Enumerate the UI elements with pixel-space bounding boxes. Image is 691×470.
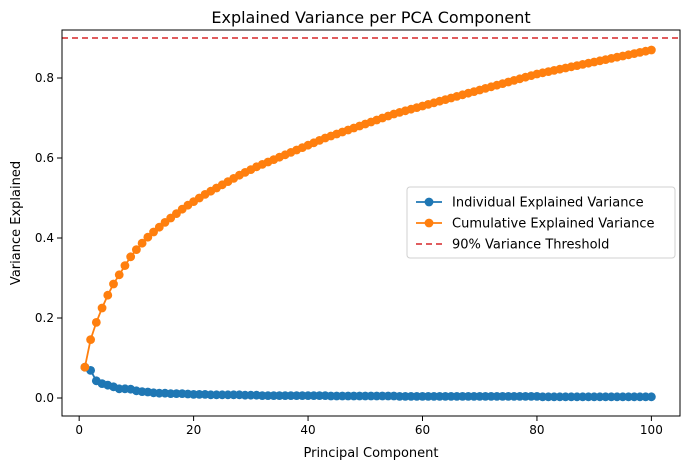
x-tick-label: 60 [415, 423, 430, 437]
y-tick-label: 0.2 [35, 311, 54, 325]
cumulative-series-point [91, 318, 101, 327]
x-axis-label: Principal Component [303, 446, 438, 461]
y-axis-label: Variance Explained [9, 161, 24, 285]
x-tick-label: 40 [300, 423, 315, 437]
cumulative-series-point [103, 290, 113, 300]
y-tick-label: 0.6 [35, 151, 54, 165]
legend-entry-label: Cumulative Explained Variance [452, 217, 654, 232]
y-tick-label: 0.4 [35, 231, 54, 245]
legend: Individual Explained Variance Cumulative … [406, 186, 676, 259]
cumulative-series-point [143, 232, 153, 242]
chart-title: Explained Variance per PCA Component [211, 8, 530, 27]
x-tick-label: 80 [529, 423, 544, 437]
cumulative-series-point [137, 238, 147, 248]
cumulative-series-point [120, 261, 130, 270]
cumulative-series-point [114, 270, 124, 280]
plot-frame [61, 29, 681, 417]
cumulative-series-point [97, 303, 107, 313]
cumulative-series-point [646, 45, 656, 55]
legend-entry-label: 90% Variance Threshold [452, 238, 609, 253]
y-tick-label: 0.8 [35, 71, 54, 85]
cumulative-series-point [109, 279, 118, 289]
legend-marker [424, 218, 434, 228]
x-tick-label: 100 [640, 423, 663, 437]
legend-entry-label: Individual Explained Variance [452, 196, 644, 211]
x-tick-label: 0 [75, 423, 83, 437]
legend-box [406, 186, 676, 259]
x-tick-label: 20 [186, 423, 201, 437]
cumulative-series-point [131, 245, 141, 255]
plot-area [62, 37, 680, 402]
cumulative-series-point [126, 252, 136, 262]
cumulative-series-point [86, 335, 96, 344]
y-tick-label: 0.0 [35, 391, 54, 405]
legend-marker [424, 197, 434, 207]
cumulative-series-point [80, 362, 90, 372]
individual-series-point [646, 392, 656, 402]
